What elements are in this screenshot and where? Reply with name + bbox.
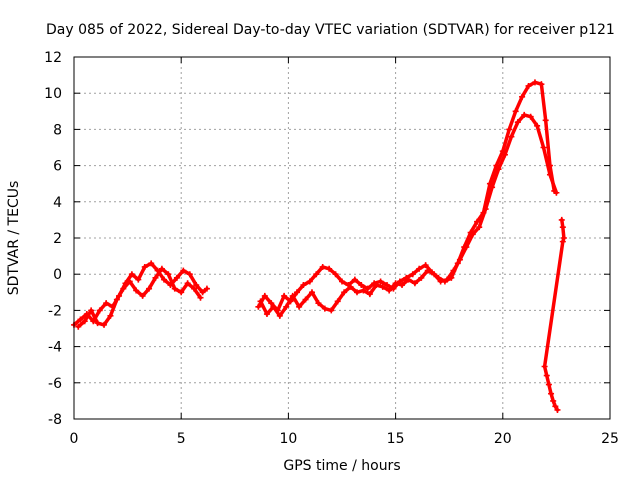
data-trace-segment [290,294,301,309]
data-trace-segment [541,145,552,177]
data-trace-segment [458,245,469,262]
grid [74,57,610,419]
data-trace-segment [329,299,340,313]
data-marks [71,79,567,413]
y-tick-label: 2 [53,231,62,247]
x-tick-label: 25 [601,431,619,447]
data-trace-segment [278,305,289,318]
data-trace-segment [188,272,198,287]
data-trace-segment [89,308,100,325]
data-point [203,285,210,292]
data-point [553,189,560,196]
data-trace-segment [483,185,494,211]
data-trace-segment [494,149,505,168]
data-trace-segment [520,84,531,99]
series-3 [541,216,567,413]
data-trace-segment [513,95,524,114]
data-trace-segment [192,286,203,300]
data-trace-segment [539,82,548,123]
data-trace-segment [543,118,552,168]
y-tick-label: 12 [44,50,62,66]
chart-title: Day 085 of 2022, Sidereal Day-to-day VTE… [46,22,615,38]
x-tick-label: 15 [387,431,405,447]
data-point [554,406,561,413]
data-trace-segment [275,294,286,313]
data-trace-segment [503,134,514,157]
y-tick-label: 4 [53,195,62,211]
data-trace-segment [310,290,321,305]
data-trace-segment [490,167,501,190]
data-trace-segment [166,272,177,291]
data-trace-segment [464,232,475,249]
y-tick-label: 8 [53,122,62,138]
x-tick-label: 5 [177,431,186,447]
series-1 [71,79,558,328]
data-trace-segment [496,152,507,171]
data-trace-segment [258,299,269,316]
data-trace-segment [115,286,126,302]
y-axis-label: SDTVAR / TECUs [6,181,22,296]
x-axis-label: GPS time / hours [283,458,400,474]
x-tick-label: 0 [70,431,79,447]
y-tick-label: 0 [53,267,62,283]
tick-labels: 0 5 10 15 20 25 -8 -6 -4 -2 0 2 4 6 8 10 12 [44,50,619,447]
series-2 [75,111,560,330]
y-tick-label: -8 [48,412,62,428]
y-tick-label: 6 [53,159,62,175]
y-tick-label: -2 [48,303,62,319]
data-trace-segment [509,120,520,139]
data-trace-segment [123,272,134,285]
data-trace-segment [548,172,559,195]
data-trace-segment [153,267,164,280]
data-trace-segment [528,114,539,128]
data-trace-segment [102,314,113,327]
data-trace-segment [335,290,346,304]
data-trace-segment [501,127,511,153]
data-point [197,294,204,301]
data-trace-segment [445,268,456,282]
data-trace-segment [147,276,158,291]
data-trace-segment [179,281,190,295]
data-trace-segment [136,265,147,282]
x-tick-label: 10 [279,431,297,447]
data-trace-segment [82,308,93,324]
data-trace-segment [468,219,479,235]
data-trace-segment [108,297,119,318]
data-trace-segment [535,124,546,150]
data-trace-segment [451,257,462,273]
data-trace-segment [542,239,565,369]
data-trace-segment [462,230,473,249]
data-trace-segment [488,163,499,186]
plot-frame [73,56,611,420]
data-trace-segment [507,109,518,132]
y-tick-label: 10 [44,86,62,102]
x-tick-label: 20 [494,431,512,447]
y-tick-label: -4 [48,340,62,356]
y-tick-label: -6 [48,376,62,392]
data-trace-segment [127,279,138,293]
data-trace-segment [368,283,379,296]
data-trace-segment [477,207,488,229]
data-trace-segment [284,294,295,309]
